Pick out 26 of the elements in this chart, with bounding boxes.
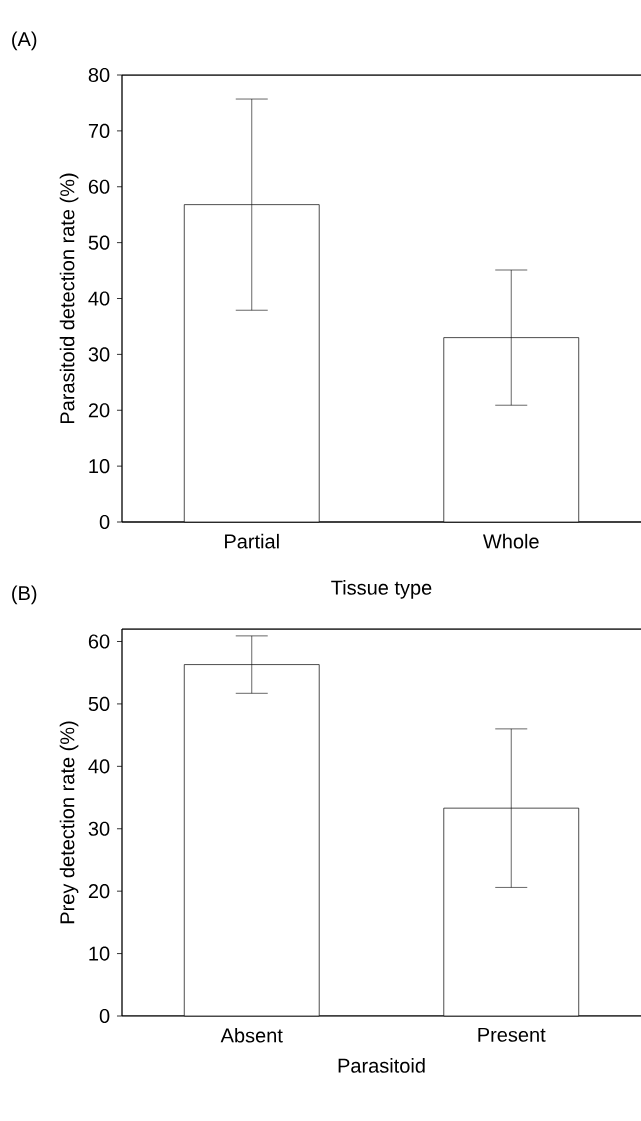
y-tick-label: 70 <box>88 123 110 138</box>
text: (B) <box>12 585 37 605</box>
x-tick-label: Partial <box>225 533 279 549</box>
y-axis-title: Parasitoid detection rate (%) <box>59 173 79 424</box>
x-tick-label: Absent <box>220 1027 283 1043</box>
x-axis-title: Parasitoid <box>338 1058 425 1073</box>
text: (A) <box>12 31 37 51</box>
y-tick-label: 60 <box>88 179 110 194</box>
y-tick-label: 20 <box>88 403 110 418</box>
y-tick-label: 10 <box>89 946 110 961</box>
y-tick-label: 30 <box>88 821 110 836</box>
y-tick-label: 40 <box>88 759 110 774</box>
y-tick-label: 50 <box>88 235 110 250</box>
x-tick-label: Whole <box>483 533 539 549</box>
y-tick-label: 60 <box>88 634 110 649</box>
y-tick-label: 20 <box>88 884 110 899</box>
y-tick-label: 0 <box>99 1008 110 1024</box>
y-tick-label: 80 <box>88 67 110 83</box>
y-tick-label: 0 <box>99 514 110 530</box>
y-axis-title: Prey detection rate (%) <box>59 721 79 924</box>
y-tick-label: 40 <box>88 291 110 306</box>
y-tick-label: 10 <box>89 459 110 474</box>
x-axis-title: Tissue type <box>331 580 432 599</box>
y-tick-label: 50 <box>88 696 110 711</box>
y-tick-label: 30 <box>88 347 110 362</box>
x-tick-label: Present <box>478 1027 546 1042</box>
